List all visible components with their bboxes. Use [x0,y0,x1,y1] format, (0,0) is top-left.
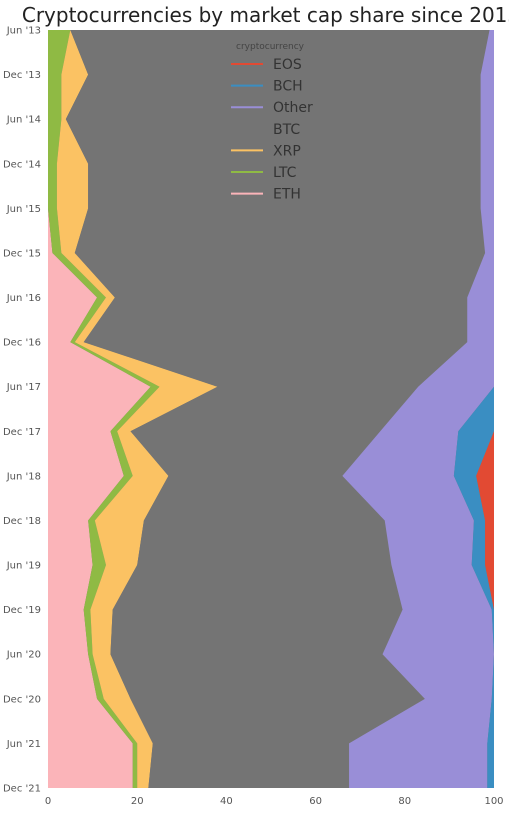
chart-title: Cryptocurrencies by market cap share sin… [22,3,509,27]
legend-title: cryptocurrency [236,42,305,52]
y-tick-label: Jun '17 [6,382,41,393]
area-btc [65,30,490,788]
legend-label-other: Other [273,100,313,116]
y-tick-label: Dec '15 [3,248,41,259]
legend-label-eos: EOS [273,57,302,73]
y-tick-label: Jun '15 [6,204,41,215]
x-tick-label: 0 [45,796,51,807]
y-tick-label: Jun '14 [6,115,41,126]
legend-label-btc: BTC [273,122,300,138]
legend-label-eth: ETH [273,187,301,203]
x-tick-label: 100 [484,796,503,807]
x-tick-label: 60 [309,796,322,807]
y-tick-label: Jun '16 [6,293,41,304]
area-xrp [56,30,218,788]
y-tick-label: Jun '18 [6,471,41,482]
series-areas [48,30,494,788]
y-axis-ticks: Jun '13 Dec '13 Jun '14 Dec '14 Jun '15 Dec '… [3,26,41,795]
y-tick-label: Jun '13 [6,26,41,37]
area-other [342,30,494,788]
x-tick-label: 80 [398,796,411,807]
y-tick-label: Dec '18 [3,516,41,527]
area-ltc [48,30,160,788]
y-tick-label: Jun '21 [6,739,41,750]
x-tick-label: 20 [131,796,144,807]
legend-label-ltc: LTC [273,165,297,181]
y-tick-label: Jun '19 [6,561,41,572]
y-tick-label: Dec '17 [3,427,41,438]
area-bch [453,30,494,788]
y-tick-label: Dec '21 [3,784,41,795]
y-tick-label: Dec '16 [3,338,41,349]
x-axis-ticks: 0 20 40 60 80 100 [45,796,504,807]
legend-label-xrp: XRP [273,143,301,159]
y-tick-label: Dec '14 [3,159,41,170]
y-tick-label: Dec '13 [3,70,41,81]
legend: cryptocurrency EOS BCH Other BTC XRP LTC ETH [231,42,313,203]
y-tick-label: Jun '20 [6,650,41,661]
area-eth [48,30,151,788]
x-tick-label: 40 [220,796,233,807]
y-tick-label: Dec '20 [3,694,41,705]
y-tick-label: Dec '19 [3,605,41,616]
legend-label-bch: BCH [273,79,303,95]
